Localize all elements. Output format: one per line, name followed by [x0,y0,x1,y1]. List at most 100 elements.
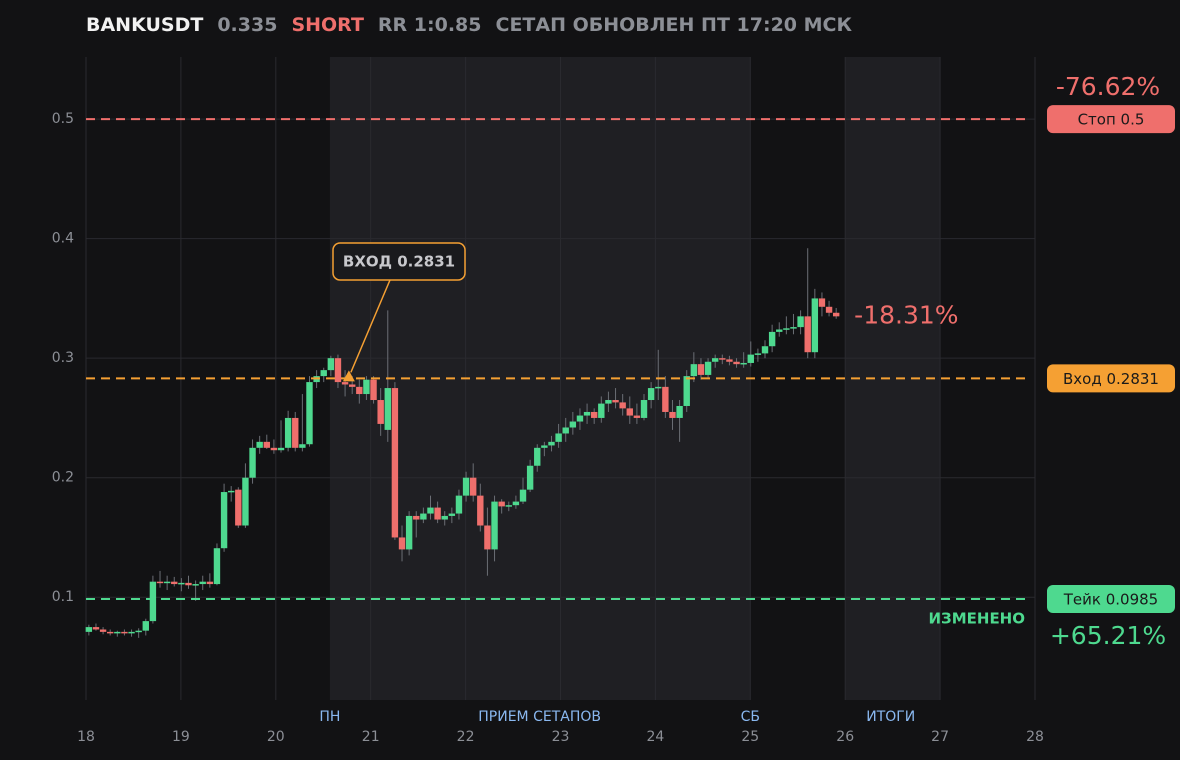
level-change: -76.62% [1056,72,1160,101]
candle-body [633,415,641,418]
candle-body [825,306,833,313]
x-tick-label: 26 [836,729,854,745]
candle-body [114,631,121,634]
risk-reward: RR 1:0.85 [377,14,482,36]
level-tag-label: Вход 0.2831 [1063,370,1159,388]
level-tag [1047,105,1175,134]
candle-body [576,415,584,422]
candle-body [790,327,797,329]
candle-body [534,447,541,466]
candle-body [99,629,107,632]
candle-body [590,411,598,418]
annotation-box [332,242,466,281]
candle-body [768,331,776,347]
candle-body [697,364,705,375]
candle-body [484,525,491,550]
candle-body [598,403,605,418]
candle-body [92,627,100,630]
y-tick-label: 0.4 [52,231,74,247]
candle-body [519,489,527,502]
candle-body [477,495,484,526]
candle-body [569,421,577,428]
candle-body [85,627,93,632]
level-note: ИЗМЕНЕНО [929,610,1026,628]
candle-body [655,386,662,389]
x-tick-label: 22 [457,729,475,745]
candle-body [405,515,413,550]
candle-body [434,507,441,520]
candle-body [199,581,206,585]
y-tick-label: 0.5 [52,111,74,127]
candle-body [455,495,463,514]
candle-body [341,382,349,385]
candle-body [505,505,512,507]
session-label: ПРИЕМ СЕТАПОВ [478,709,601,725]
candle-body [384,388,391,430]
candle-body [462,477,470,496]
candle-body [427,507,434,514]
annotation-arrow [350,279,391,373]
candle-body [776,329,783,332]
candle-body [761,346,769,354]
candle-body [121,631,128,634]
candle-body [683,376,690,406]
candle-body [299,444,306,448]
x-tick-label: 20 [267,729,285,745]
candle-body [690,364,698,377]
candle-body [612,400,619,403]
candle-body [626,408,633,416]
session-shade [845,57,941,700]
candle-body [669,411,676,418]
candle-body [128,631,135,634]
candle-body [156,581,164,584]
candle-body [263,441,270,448]
candle-body [811,298,819,353]
candle-body [356,386,363,395]
y-tick-label: 0.1 [52,589,74,605]
candle-body [562,427,569,434]
candle-body [235,489,242,526]
candle-body [491,501,498,550]
candle-body [206,581,214,585]
candle-body [747,354,754,363]
session-label: СБ [741,709,760,725]
level-tag [1047,585,1175,614]
candle-body [334,358,342,383]
candle-body [647,388,655,401]
x-tick-label: 25 [741,729,759,745]
candle-body [498,501,505,507]
candle-body [619,402,626,409]
symbol: BANKUSDT [86,14,204,36]
candle-body [185,582,192,586]
candle-body [797,316,804,328]
price: 0.335 [217,14,278,36]
candle-body [818,298,826,307]
candle-body [348,384,356,387]
current-change: -18.31% [854,300,958,329]
y-tick-label: 0.2 [52,470,74,486]
annotation-text: ВХОД 0.2831 [343,253,455,271]
candle-body [662,386,669,412]
candle-body [441,515,448,520]
candle-body [704,361,712,375]
candle-body [398,537,406,550]
x-tick-label: 27 [931,729,949,745]
candle-body [327,358,335,371]
candle-body [512,501,520,506]
candle-body [135,630,142,633]
candle-body [469,477,477,496]
candle-body [832,312,840,317]
x-tick-label: 28 [1026,729,1044,745]
candle-body [249,447,256,478]
session-label: ИТОГИ [866,709,915,725]
candle-body [420,513,427,520]
candle-body [370,379,377,401]
candle-body [256,441,263,448]
candle-body [548,441,555,446]
level-tag-label: Тейк 0.0985 [1063,591,1158,609]
candle-body [555,433,562,442]
annotation-point [342,370,355,382]
candle-body [391,388,399,538]
candle-body [142,621,149,631]
